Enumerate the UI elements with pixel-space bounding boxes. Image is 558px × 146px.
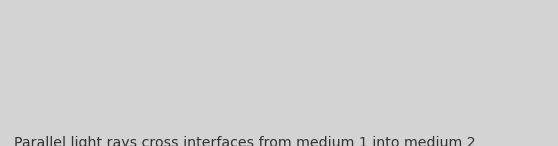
Text: Parallel light rays cross interfaces from medium 1 into medium 2: Parallel light rays cross interfaces fro… (14, 136, 475, 146)
